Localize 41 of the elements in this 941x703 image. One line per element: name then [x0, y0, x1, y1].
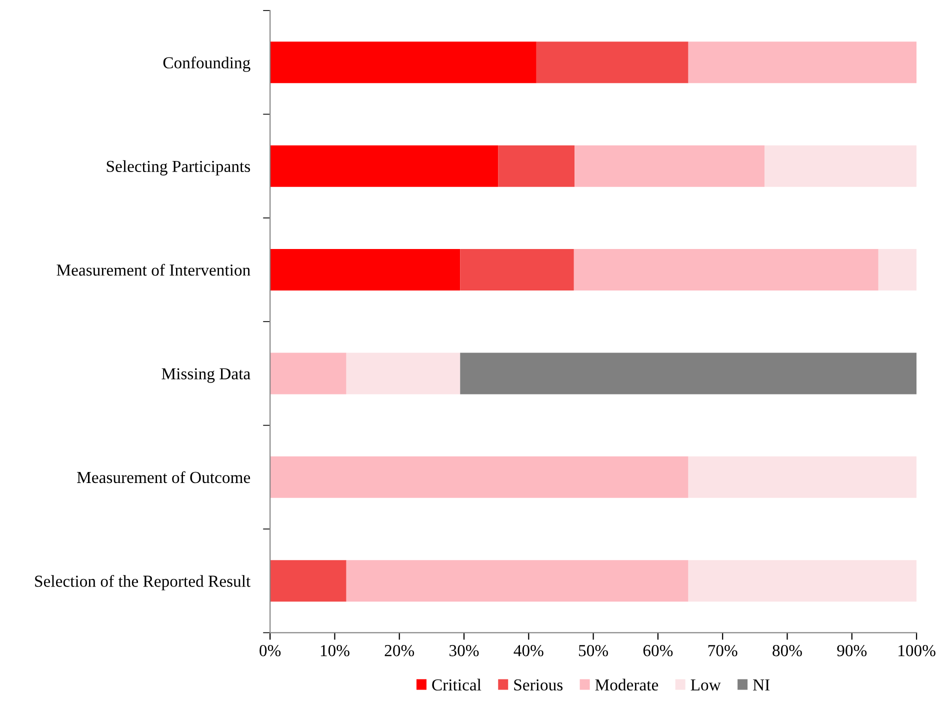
bar — [574, 145, 765, 187]
legend-label: Low — [690, 679, 721, 691]
bar — [688, 456, 917, 498]
legend-label: Critical — [432, 678, 482, 691]
bar — [270, 249, 460, 291]
bar — [270, 456, 688, 498]
y-tick-label: Selecting Participants — [106, 160, 250, 176]
bar — [270, 145, 498, 187]
bar — [878, 249, 917, 291]
bar — [460, 249, 574, 291]
bar — [270, 42, 536, 84]
x-tick-label: 60% — [643, 644, 673, 656]
y-tick-label: Selection of the Reported Result — [35, 574, 251, 590]
x-tick-label: 80% — [772, 644, 802, 656]
bar — [346, 352, 460, 394]
x-tick-label: 70% — [708, 644, 738, 656]
bar — [574, 249, 878, 291]
bar — [688, 560, 917, 602]
x-tick-label: 100% — [898, 644, 936, 656]
legend-label: NI — [753, 679, 770, 690]
x-tick-label: 20% — [384, 644, 414, 656]
x-tick-label: 90% — [837, 644, 867, 656]
bar — [270, 560, 346, 602]
bar — [460, 352, 917, 394]
bar — [688, 42, 917, 84]
x-tick-label: 50% — [578, 644, 608, 656]
bar — [270, 352, 346, 394]
bar — [498, 145, 575, 187]
y-tick-label: Measurement of Outcome — [77, 471, 250, 484]
legend-label: Serious — [514, 679, 563, 691]
bar — [536, 42, 688, 84]
legend-label: Moderate — [595, 678, 658, 691]
y-tick-label: Missing Data — [162, 368, 250, 383]
x-tick-label: 30% — [450, 644, 479, 656]
y-tick-label: Confounding — [163, 56, 250, 72]
y-tick-label: Measurement of Intervention — [56, 264, 250, 276]
x-tick-label: 0% — [260, 644, 281, 656]
x-tick-label: 10% — [320, 644, 350, 656]
bar — [764, 145, 917, 187]
x-tick-label: 40% — [514, 644, 544, 656]
bar — [346, 560, 688, 602]
